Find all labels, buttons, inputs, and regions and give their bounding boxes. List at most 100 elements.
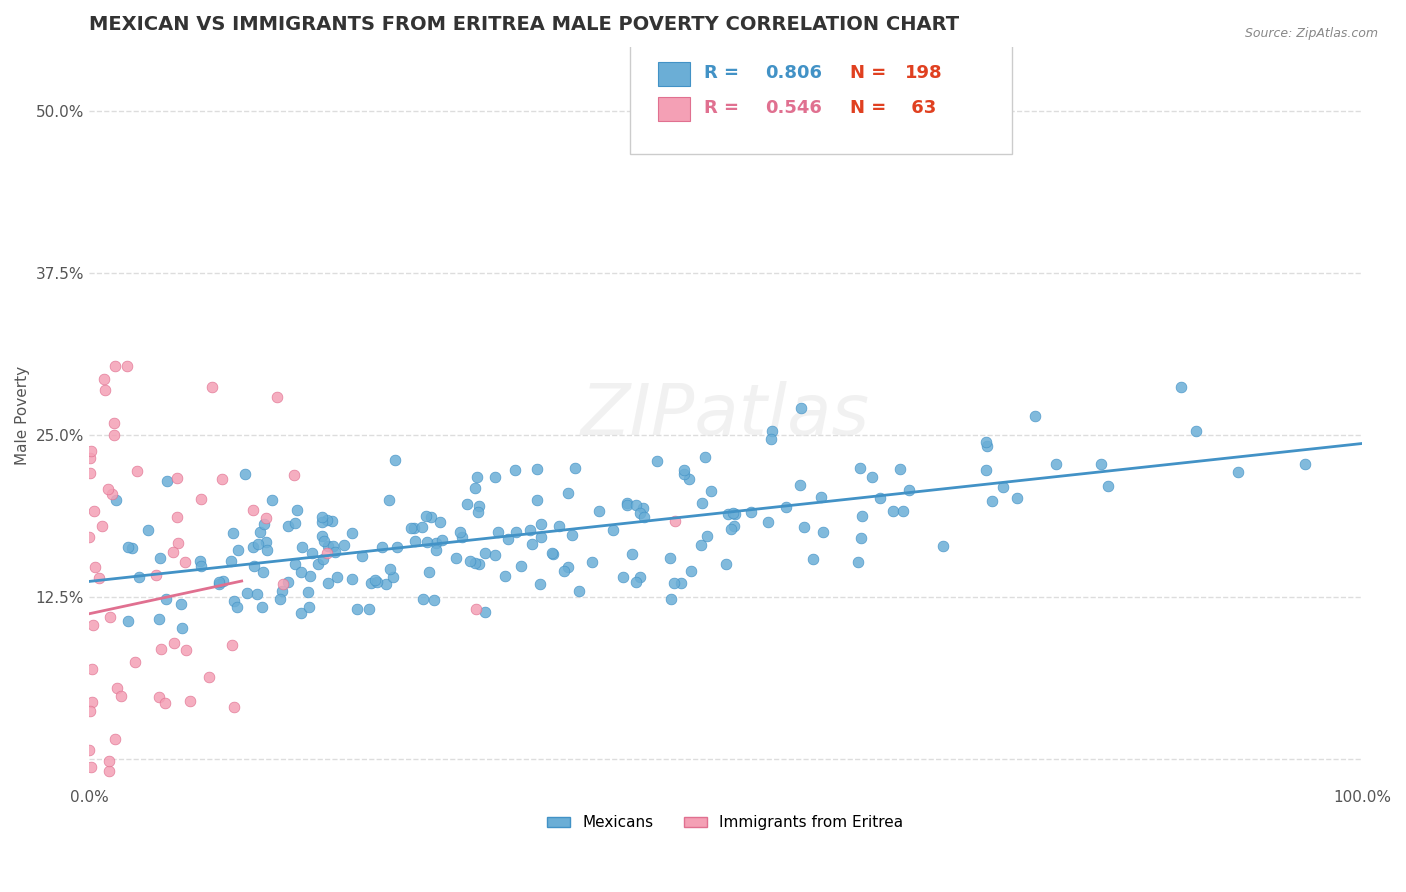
Point (250, 599, 273, 614)
Point (382, 570, 405, 584)
Point (167, 536, 190, 550)
Point (277, 519, 299, 533)
Point (541, 547, 564, 561)
Point (253, 517, 276, 532)
Point (673, 467, 696, 482)
Point (1185, 424, 1208, 438)
Point (80, 662, 103, 676)
Point (976, 439, 998, 453)
Point (366, 575, 388, 590)
Point (860, 470, 883, 484)
Point (581, 555, 603, 569)
Point (810, 490, 832, 504)
Point (79, 467, 101, 481)
Point (645, 454, 668, 468)
Point (626, 498, 648, 512)
Text: R =: R = (704, 63, 745, 81)
Point (882, 504, 904, 518)
Point (488, 524, 510, 539)
Point (315, 513, 337, 527)
Point (224, 593, 246, 607)
Point (690, 538, 713, 552)
Point (98, 610, 121, 624)
Point (222, 526, 245, 541)
Point (97, 754, 120, 768)
Point (541, 546, 564, 560)
Point (429, 515, 451, 529)
Point (519, 523, 541, 537)
Point (121, 541, 143, 556)
Point (219, 554, 242, 568)
Point (242, 540, 264, 554)
Point (83, 504, 105, 518)
Point (620, 547, 643, 561)
Point (633, 509, 655, 524)
Point (169, 597, 191, 611)
Point (290, 606, 312, 620)
Point (1227, 465, 1250, 479)
Point (678, 472, 700, 486)
Point (103, 428, 125, 442)
Point (520, 536, 543, 550)
Point (404, 534, 426, 549)
Point (980, 493, 1002, 508)
Point (761, 432, 783, 446)
Point (526, 493, 548, 508)
Point (673, 463, 696, 477)
Point (411, 520, 433, 534)
Point (375, 577, 398, 591)
Point (560, 527, 582, 541)
Point (612, 570, 634, 584)
Bar (658, 62, 690, 86)
Point (298, 568, 321, 582)
Point (323, 545, 346, 559)
Point (145, 568, 167, 582)
Point (221, 638, 243, 652)
Point (149, 551, 172, 566)
Point (526, 461, 548, 475)
Point (145, 817, 167, 831)
Point (170, 621, 193, 635)
Point (451, 530, 474, 544)
Point (932, 539, 955, 553)
Point (1024, 409, 1046, 424)
Y-axis label: Male Poverty: Male Poverty (15, 367, 30, 466)
Point (226, 599, 249, 614)
Point (378, 493, 401, 508)
Point (548, 519, 571, 533)
Point (321, 514, 343, 528)
Point (163, 636, 186, 650)
Point (312, 551, 335, 566)
Point (553, 564, 575, 578)
Point (416, 535, 439, 549)
Point (173, 555, 195, 569)
Point (359, 602, 381, 616)
Point (340, 525, 363, 540)
Point (104, 732, 127, 747)
Point (1045, 457, 1067, 471)
Point (444, 550, 467, 565)
Point (662, 575, 685, 590)
Text: R =: R = (704, 99, 745, 117)
Point (801, 552, 824, 566)
Point (724, 508, 747, 522)
Point (849, 461, 872, 475)
Point (290, 565, 312, 579)
Point (283, 468, 305, 483)
Point (311, 515, 333, 529)
Point (110, 689, 132, 703)
Point (494, 569, 516, 583)
Point (740, 505, 762, 519)
Point (851, 509, 873, 524)
Point (793, 520, 815, 534)
Point (249, 525, 271, 540)
Point (117, 614, 139, 628)
Point (155, 696, 177, 710)
Point (456, 496, 478, 510)
Point (149, 642, 172, 657)
Point (80, 760, 103, 774)
Text: 198: 198 (905, 63, 942, 81)
Point (564, 461, 586, 475)
Point (568, 583, 591, 598)
Point (464, 481, 486, 495)
